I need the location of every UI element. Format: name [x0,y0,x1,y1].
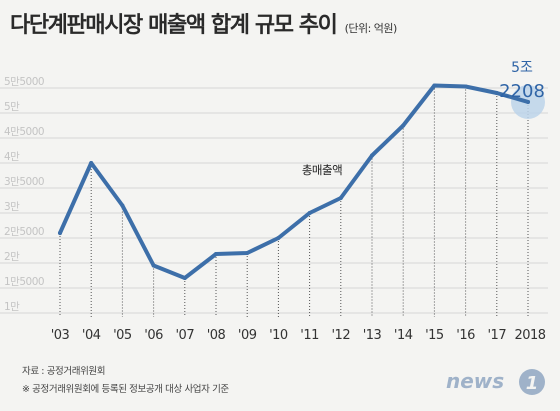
y-tick-label: 4만 [4,151,20,163]
data-point [182,276,187,280]
data-point [58,231,62,235]
x-tick-label: '06 [144,328,163,343]
data-point [526,99,530,104]
x-tick-label: '16 [456,328,475,343]
x-tick-label: '11 [300,328,319,343]
x-tick-label: '10 [269,328,288,343]
logo-number: 1 [526,373,539,394]
highlight-label-line2: 2208 [499,81,545,102]
title-text: 다단계판매시장 매출액 합계 규모 추이 [10,13,338,38]
data-point [307,211,312,215]
x-tick-label: '17 [487,328,506,343]
x-tick-label: '12 [331,328,350,343]
chart-title: 다단계판매시장 매출액 합계 규모 추이 (단위: 억원) [10,7,397,39]
logo-circle [519,369,545,395]
y-tick-label: 3만 [4,201,20,213]
y-tick-label: 4만5000 [4,126,44,138]
data-point [401,123,406,128]
y-tick-label: 3만5000 [4,176,44,188]
x-tick-label: '04 [82,328,101,343]
x-tick-label: '09 [238,328,257,343]
data-point [214,252,218,256]
y-tick-label: 1만5000 [4,276,44,288]
x-tick-label: '08 [207,328,226,343]
x-tick-label: '15 [425,328,444,343]
y-tick-label: 5만 [4,101,20,113]
footnote: ※ 공정거래위원회에 등록된 정보공개 대상 사업자 기준 [22,384,229,395]
x-tick-label: '14 [394,328,413,343]
data-point [151,263,156,268]
x-tick-label: 2018 [514,328,545,343]
highlight-label-line1: 5조 [511,60,533,76]
data-point [276,236,281,240]
data-point [463,84,468,89]
y-tick-label: 2만5000 [4,226,44,238]
news1-logo: news 1 [446,369,545,395]
data-point [432,83,437,88]
y-tick-label: 1만 [4,301,20,313]
data-point [494,91,499,95]
data-point [120,203,125,208]
unit-label: (단위: 억원) [344,22,398,35]
series-label: 총매출액 [302,163,342,177]
y-tick-label: 2만 [4,251,20,263]
source-note: 자료 : 공정거래위원회 [22,366,106,377]
data-point [245,251,250,255]
x-tick-label: '13 [363,328,382,343]
x-tick-label: '05 [113,328,132,343]
series-line [58,83,530,280]
data-point [370,153,374,158]
x-tick-label: '07 [175,328,194,343]
y-tick-label: 5만5000 [4,76,44,88]
x-tick-label: '03 [51,328,70,343]
data-point [89,161,94,165]
logo-word: news [446,369,504,393]
data-point [338,196,343,200]
